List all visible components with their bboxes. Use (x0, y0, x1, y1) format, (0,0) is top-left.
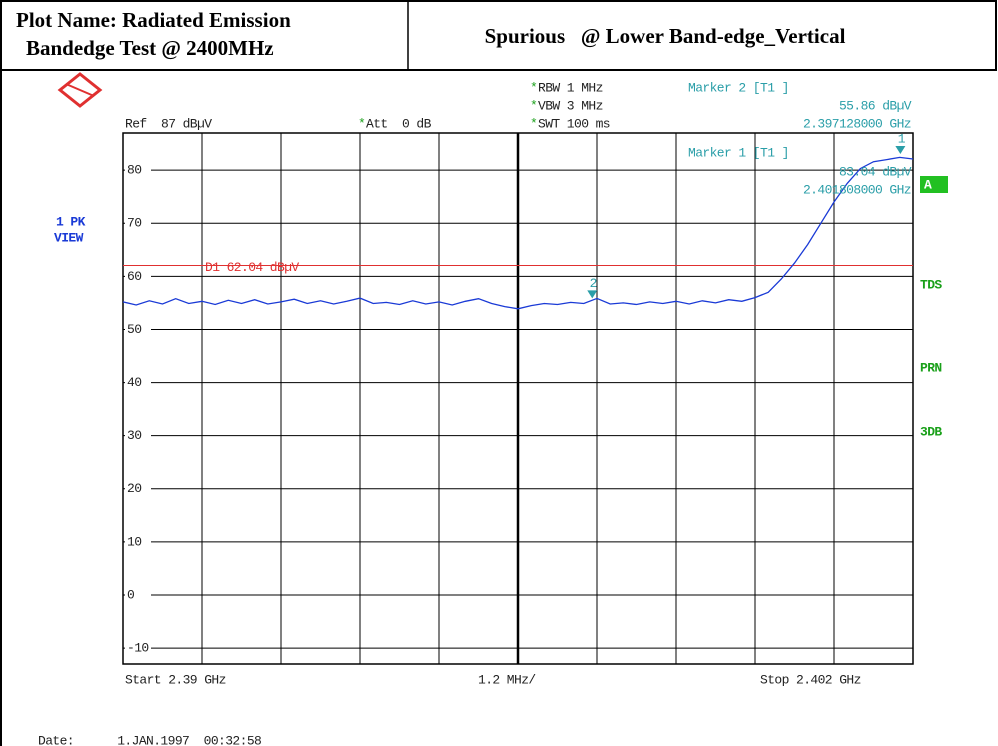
marker-freq: 2.397128000 GHz (803, 116, 911, 131)
marker-name: Marker 2 [T1 ] (688, 80, 789, 95)
setting-flag: * (530, 80, 537, 95)
trace-label: 1 PK (56, 214, 86, 229)
rs-logo (57, 72, 103, 108)
tick-label-bg (125, 481, 151, 496)
x-axis-span: 1.2 MHz/ (478, 672, 536, 687)
x-axis-stop: Stop 2.402 GHz (760, 672, 861, 687)
header-box (0, 0, 997, 71)
marker-value: 83.04 dBµV (839, 164, 912, 179)
display-line-label: D1 62.04 dBµV (205, 260, 299, 275)
y-tick-label: 80 (127, 163, 141, 178)
marker-id: 1 (898, 131, 906, 146)
tick-label-bg (125, 534, 151, 549)
y-tick-label: 20 (127, 481, 141, 496)
date: Date: 1.JAN.1997 00:32:58 (38, 733, 261, 746)
setting: Ref 87 dBµV (125, 116, 212, 131)
marker (895, 146, 906, 155)
y-tick-label: 40 (127, 375, 141, 390)
x-axis-start: Start 2.39 GHz (125, 672, 226, 687)
y-tick-label: 70 (127, 216, 141, 231)
setting: Att 0 dB (366, 116, 432, 131)
tick-label-bg (125, 375, 151, 390)
y-tick-label: -10 (127, 641, 149, 656)
tick-label-bg (125, 269, 151, 284)
y-tick-label: 50 (127, 322, 141, 337)
marker-id: 2 (590, 276, 597, 291)
side-label: TDS (920, 277, 942, 292)
tick-label-bg (125, 428, 151, 443)
header-title: Plot Name: Radiated Emission (16, 8, 291, 32)
tick-label-bg (125, 322, 151, 337)
side-label: 3DB (920, 424, 942, 439)
setting-flag: * (530, 98, 537, 113)
setting: VBW 3 MHz (538, 98, 603, 113)
setting-flag: * (530, 116, 537, 131)
y-tick-label: 60 (127, 269, 141, 284)
side-label: A (924, 177, 932, 192)
header-subtitle: Spurious @ Lower Band-edge_Vertical (485, 24, 846, 48)
marker-name: Marker 1 [T1 ] (688, 145, 789, 160)
y-tick-label: 0 (127, 587, 134, 602)
y-tick-label: 30 (127, 428, 141, 443)
y-tick-label: 10 (127, 534, 141, 549)
tick-label-bg (125, 216, 151, 231)
tick-label-bg (125, 163, 151, 178)
side-label: PRN (920, 360, 942, 375)
setting-flag: * (358, 116, 365, 131)
header-title: Bandedge Test @ 2400MHz (26, 36, 274, 60)
marker-value: 55.86 dBµV (839, 98, 912, 113)
side-box (920, 176, 948, 193)
setting: RBW 1 MHz (538, 80, 603, 95)
marker-freq: 2.401808000 GHz (803, 182, 911, 197)
marker (587, 290, 598, 299)
trace-label: VIEW (54, 230, 84, 245)
trace (122, 156, 914, 310)
tick-label-bg (125, 641, 151, 656)
tick-label-bg (125, 587, 151, 602)
setting: SWT 100 ms (538, 116, 610, 131)
